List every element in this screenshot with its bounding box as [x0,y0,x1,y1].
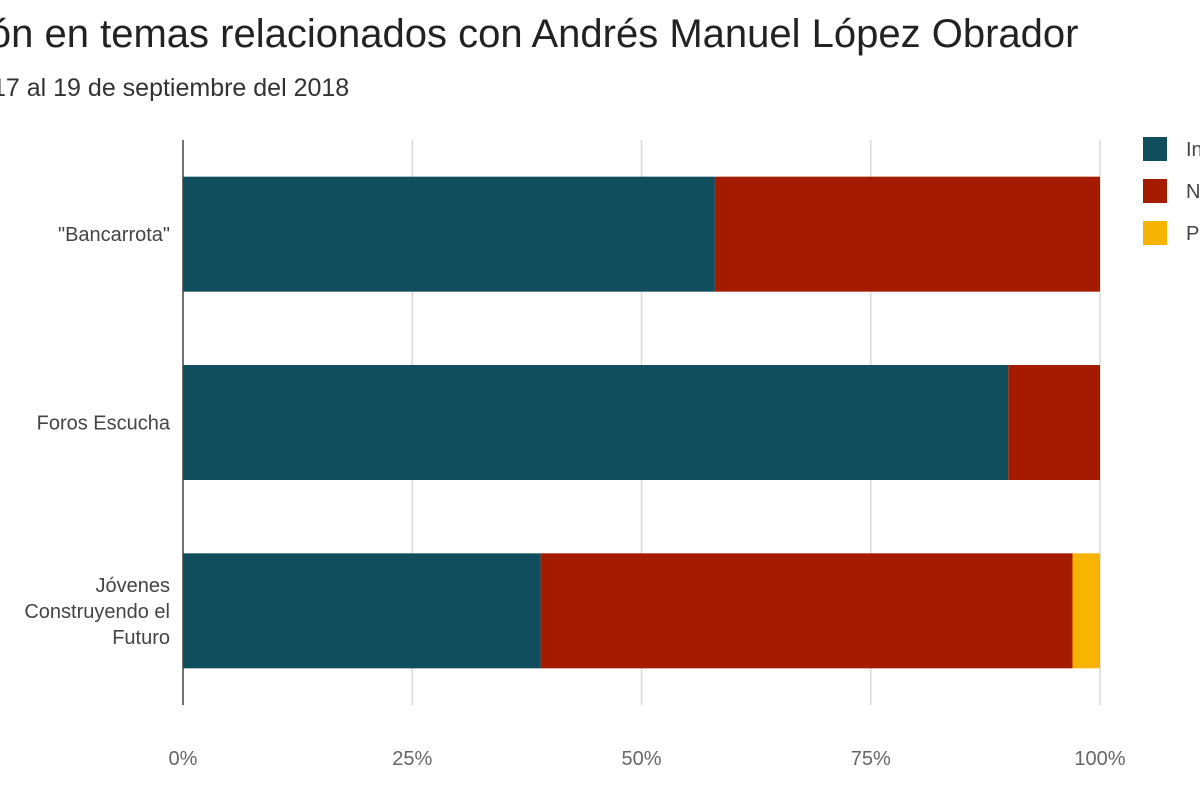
x-tick-label: 50% [621,748,661,770]
bar-segment [183,365,1009,480]
x-tick-label: 25% [392,748,432,770]
legend-swatch [1143,221,1167,245]
chart-title: ción en temas relacionados con Andrés Ma… [0,12,1079,56]
bar-segment [183,553,541,669]
chart-subtitle: 17 al 19 de septiembre del 2018 [0,74,350,102]
category-label: Jóvenes [96,575,171,597]
category-label: "Bancarrota" [58,224,170,246]
category-label: Futuro [112,627,170,649]
legend-swatch [1143,137,1167,161]
category-label: Foros Escucha [37,413,171,435]
legend-label: P [1186,223,1199,245]
bar-segment [1072,553,1100,669]
bar-segment [1008,365,1100,480]
category-label: Construyendo el [24,601,170,623]
legend-label: In [1186,139,1200,161]
x-tick-label: 100% [1074,748,1125,770]
legend-label: N [1186,181,1200,203]
x-tick-label: 0% [169,748,198,770]
legend-swatch [1143,179,1167,203]
bar-segment [540,553,1073,669]
bar-segment [714,176,1100,292]
x-tick-label: 75% [851,748,891,770]
bar-segment [183,176,715,292]
